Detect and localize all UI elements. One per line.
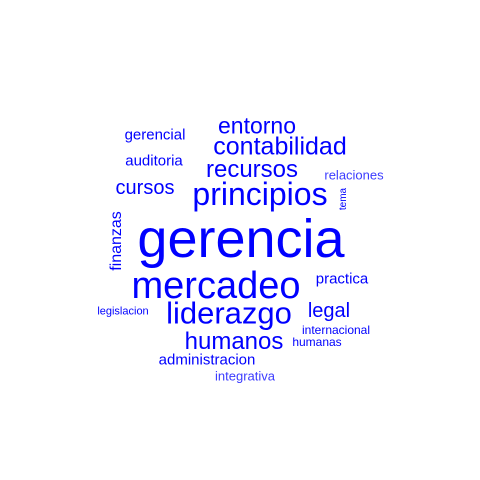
word-finanzas: finanzas — [108, 211, 125, 271]
word-cursos: cursos — [115, 177, 175, 199]
word-recursos: recursos — [205, 156, 299, 183]
word-gerencial: gerencial — [124, 126, 186, 144]
word-tema: tema — [338, 187, 349, 211]
word-humanas: humanas — [292, 335, 342, 349]
word-legislacion: legislacion — [97, 305, 149, 318]
word-practica: practica — [315, 270, 369, 288]
word-humanos: humanos — [184, 328, 284, 355]
word-mercadeo: mercadeo — [131, 265, 301, 307]
word-gerencia: gerencia — [137, 209, 345, 269]
word-integrativa: integrativa — [215, 368, 275, 384]
word-principios: principios — [192, 176, 328, 212]
word-legal: legal — [307, 300, 351, 322]
word-entorno: entorno — [217, 112, 297, 139]
word-auditoria: auditoria — [125, 152, 183, 170]
word-relaciones: relaciones — [324, 167, 384, 183]
word-internacional: internacional — [301, 323, 371, 337]
word-contabilidad: contabilidad — [213, 132, 347, 161]
word-administracion: administracion — [158, 351, 256, 369]
word-liderazgo: liderazgo — [166, 295, 292, 331]
